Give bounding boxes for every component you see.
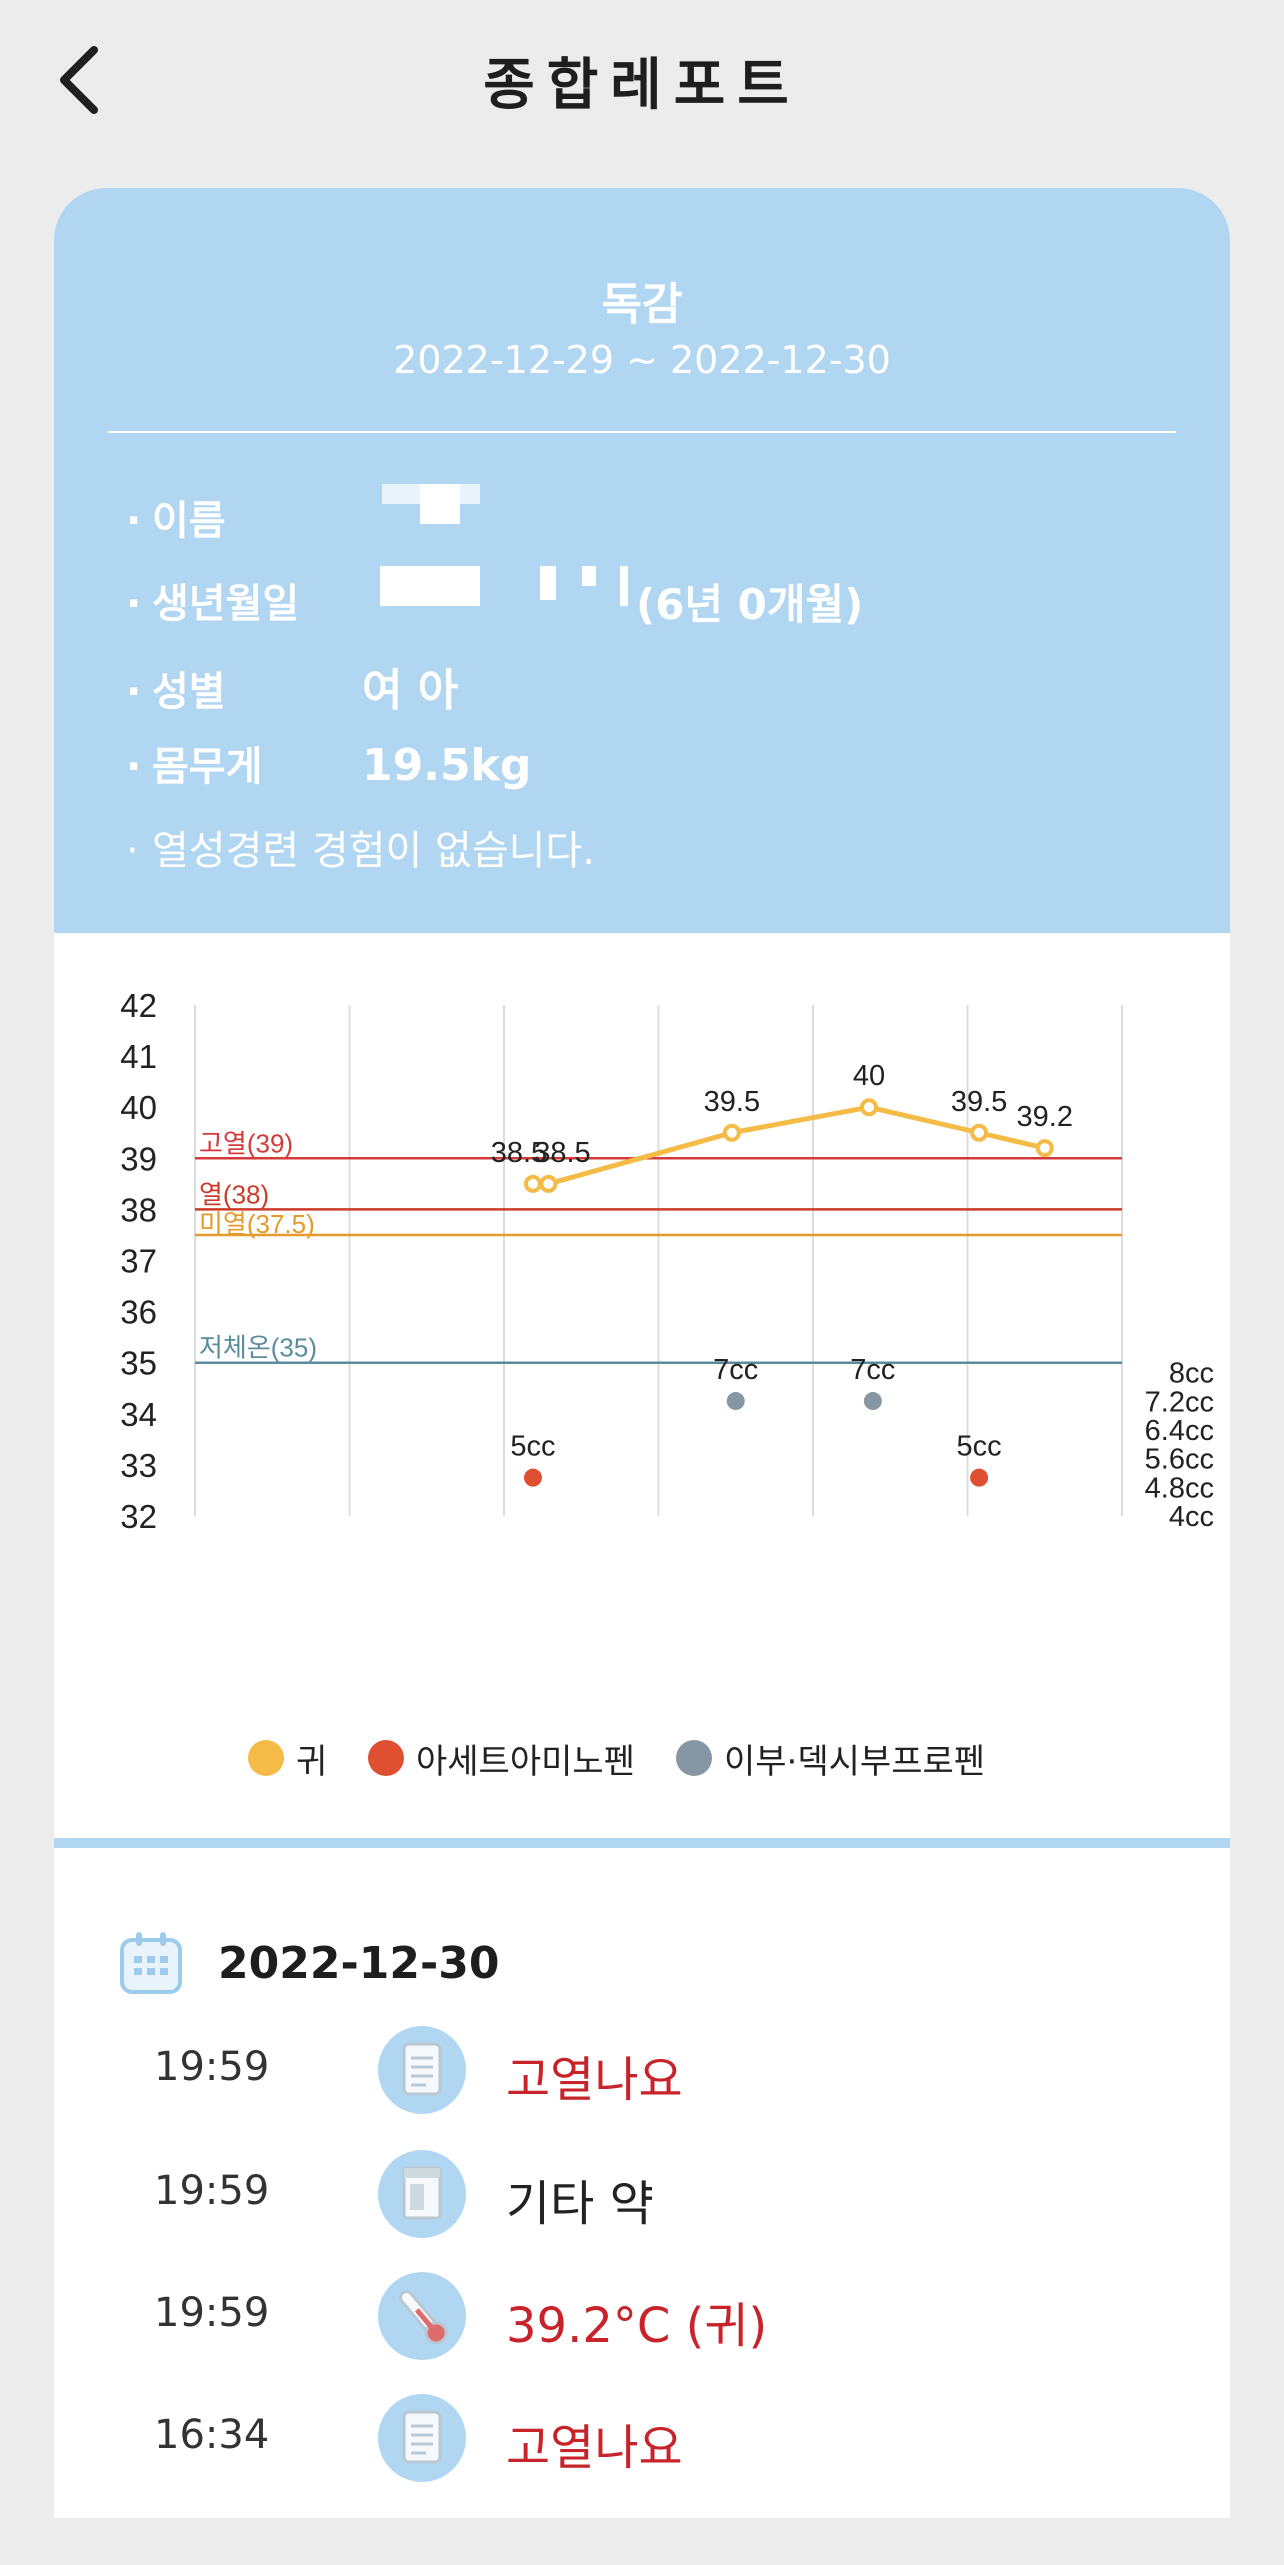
dose-data-label: 7cc <box>713 1354 758 1386</box>
acetaminophen-point <box>970 1468 989 1487</box>
entry-time: 16:34 <box>154 2412 270 2458</box>
cc-tick-label: 4.8cc <box>1145 1472 1214 1504</box>
ear-data-label: 40 <box>853 1060 885 1092</box>
y-tick-label: 35 <box>120 1345 157 1382</box>
ear-point <box>1035 1139 1054 1158</box>
cc-tick-label: 7.2cc <box>1145 1386 1214 1418</box>
ear-data-label: 39.5 <box>951 1086 1007 1118</box>
ear-data-label: 38.5 <box>534 1137 590 1169</box>
entry-text: 기타 약 <box>506 2176 654 2232</box>
page-title: 종합레포트 <box>483 53 801 118</box>
note-icon <box>378 2394 466 2482</box>
note-text: 열성경련 경험이 없습니다. <box>152 828 595 874</box>
report-card: 독감 2022-12-29 ~ 2022-12-30 · 이름 · 생년월일 (6년… <box>54 188 1230 2518</box>
threshold-label: 저체온(35) <box>199 1333 317 1363</box>
calendar-icon <box>120 1932 182 1994</box>
cc-tick-label: 5.6cc <box>1145 1444 1214 1476</box>
cc-tick-label: 8cc <box>1169 1358 1214 1390</box>
y-tick-label: 32 <box>120 1498 157 1535</box>
cc-tick-label: 4cc <box>1169 1501 1214 1533</box>
section-divider <box>54 1838 1230 1848</box>
ibuprofen-point <box>863 1392 882 1411</box>
entry-text: 39.2°C (귀) <box>506 2298 768 2354</box>
note-icon <box>378 2026 466 2114</box>
ear-point <box>860 1098 879 1117</box>
timeline-date: 2022-12-30 <box>218 1937 500 1989</box>
app-header: 종합레포트 <box>0 0 1284 160</box>
medicine-icon <box>378 2150 466 2238</box>
legend-acetaminophen-dot <box>368 1740 404 1776</box>
birthdate-label: 생년월일 <box>152 581 300 627</box>
y-tick-label: 41 <box>120 1038 157 1075</box>
dose-data-label: 7cc <box>850 1354 895 1386</box>
y-tick-label: 34 <box>120 1396 157 1433</box>
redacted-birthdate <box>380 566 480 606</box>
y-tick-label: 33 <box>120 1447 157 1484</box>
thermometer-icon <box>378 2272 466 2360</box>
entry-text: 고열나요 <box>506 2420 683 2476</box>
acetaminophen-point <box>523 1468 542 1487</box>
ear-point <box>539 1174 558 1193</box>
weight-row: · 몸무게 19.5kg <box>126 734 531 794</box>
legend-acetaminophen-label: 아세트아미노펜 <box>416 1741 635 1782</box>
ibuprofen-point <box>726 1392 745 1411</box>
y-tick-label: 38 <box>120 1191 157 1228</box>
entry-time: 19:59 <box>154 2044 270 2090</box>
temperature-chart: 12-290:0012-298:0012-2916:0012-300:0012-… <box>54 933 1230 1635</box>
illness-name: 독감 <box>601 279 683 330</box>
cc-tick-label: 6.4cc <box>1145 1415 1214 1447</box>
entry-time: 19:59 <box>154 2168 270 2214</box>
ear-point <box>523 1174 542 1193</box>
chart-svg: 12-290:0012-298:0012-2916:0012-300:0012-… <box>120 987 1214 1635</box>
legend-ibuprofen-dot <box>676 1740 712 1776</box>
birthdate-row: · 생년월일 <box>126 571 362 631</box>
legend-acetaminophen: 아세트아미노펜 <box>368 1728 635 1788</box>
dose-data-label: 5cc <box>957 1431 1002 1463</box>
timeline-entry[interactable]: 19:59 기타 약 <box>54 2150 1230 2242</box>
timeline-entry[interactable]: 16:34 고열나요 <box>54 2394 1230 2486</box>
gender-row: · 성별 여 아 <box>126 654 458 716</box>
ear-point <box>970 1123 989 1142</box>
age-value: (6년 0개월) <box>636 580 864 629</box>
ear-data-label: 39.2 <box>1017 1101 1073 1133</box>
legend-ear-label: 귀 <box>296 1741 328 1782</box>
timeline-entry[interactable]: 19:59 고열나요 <box>54 2026 1230 2118</box>
name-label: 이름 <box>152 498 226 544</box>
entry-text: 고열나요 <box>506 2052 683 2108</box>
chart-legend: 귀 아세트아미노펜 이부·덱시부프로펜 <box>54 1728 1230 1788</box>
gender-label: 성별 <box>152 669 226 715</box>
weight-value: 19.5kg <box>362 740 532 791</box>
febrile-seizure-note: · 열성경련 경험이 없습니다. <box>126 828 595 874</box>
report-period: 2022-12-29 ~ 2022-12-30 <box>393 338 891 382</box>
legend-ibuprofen: 이부·덱시부프로펜 <box>676 1728 985 1788</box>
summary-panel: 독감 2022-12-29 ~ 2022-12-30 · 이름 · 생년월일 (6년… <box>54 188 1230 933</box>
dose-data-label: 5cc <box>510 1431 555 1463</box>
weight-label: 몸무게 <box>152 744 263 790</box>
ear-data-label: 39.5 <box>704 1086 760 1118</box>
ear-data-label: 38.5 <box>491 1137 547 1169</box>
chevron-left-icon <box>60 46 98 114</box>
threshold-label: 열(38) <box>199 1179 269 1209</box>
y-tick-label: 42 <box>120 987 157 1024</box>
timeline-date-row: 2022-12-30 <box>118 1928 499 1998</box>
y-tick-label: 36 <box>120 1294 157 1331</box>
threshold-label: 미열(37.5) <box>199 1209 315 1239</box>
timeline-entry[interactable]: 19:59 39.2°C (귀) <box>54 2272 1230 2364</box>
y-tick-label: 40 <box>120 1089 157 1126</box>
y-tick-label: 37 <box>120 1243 157 1280</box>
threshold-label: 고열(39) <box>199 1128 293 1158</box>
name-row: · 이름 <box>126 488 362 548</box>
ear-point <box>722 1123 741 1142</box>
y-tick-label: 39 <box>120 1140 157 1177</box>
divider <box>108 431 1176 433</box>
entry-time: 19:59 <box>154 2290 270 2336</box>
legend-ear-dot <box>248 1740 284 1776</box>
gender-value: 여 아 <box>362 665 459 716</box>
legend-ear: 귀 <box>248 1728 327 1788</box>
back-button[interactable] <box>52 38 132 118</box>
legend-ibuprofen-label: 이부·덱시부프로펜 <box>724 1741 986 1782</box>
